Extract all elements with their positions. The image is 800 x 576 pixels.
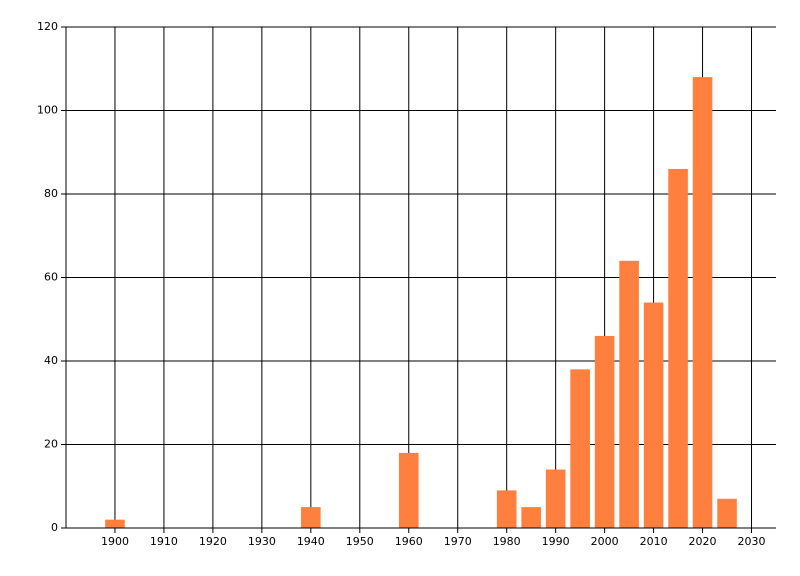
x-tick-label: 1970 bbox=[444, 535, 472, 548]
y-tick-label: 80 bbox=[44, 187, 58, 200]
y-tick-label: 120 bbox=[37, 20, 58, 33]
bar bbox=[668, 168, 688, 528]
y-tick-label: 20 bbox=[44, 438, 58, 451]
bar bbox=[643, 302, 664, 528]
x-tick-label: 1950 bbox=[346, 535, 374, 548]
bar bbox=[521, 507, 541, 528]
x-tick-label: 2000 bbox=[591, 535, 619, 548]
y-tick-label: 100 bbox=[37, 104, 58, 117]
bar bbox=[398, 452, 419, 528]
bar bbox=[692, 77, 713, 528]
x-tick-label: 1910 bbox=[150, 535, 178, 548]
bar bbox=[545, 469, 566, 528]
x-tick-label: 2020 bbox=[689, 535, 717, 548]
x-tick-label: 1960 bbox=[395, 535, 423, 548]
bar bbox=[619, 260, 639, 528]
bar bbox=[594, 335, 615, 528]
x-tick-label: 1980 bbox=[493, 535, 521, 548]
y-tick-label: 40 bbox=[44, 354, 58, 367]
x-tick-label: 2030 bbox=[738, 535, 766, 548]
x-tick-label: 1930 bbox=[248, 535, 276, 548]
bar bbox=[717, 498, 737, 528]
bar bbox=[570, 369, 590, 528]
x-tick-label: 1990 bbox=[542, 535, 570, 548]
y-tick-label: 0 bbox=[51, 521, 58, 534]
x-tick-label: 1900 bbox=[101, 535, 129, 548]
y-tick-label: 60 bbox=[44, 271, 58, 284]
bar bbox=[105, 519, 125, 528]
bar bbox=[496, 490, 517, 528]
x-tick-label: 1940 bbox=[297, 535, 325, 548]
x-tick-label: 1920 bbox=[199, 535, 227, 548]
bar bbox=[301, 507, 321, 528]
x-tick-label: 2010 bbox=[640, 535, 668, 548]
